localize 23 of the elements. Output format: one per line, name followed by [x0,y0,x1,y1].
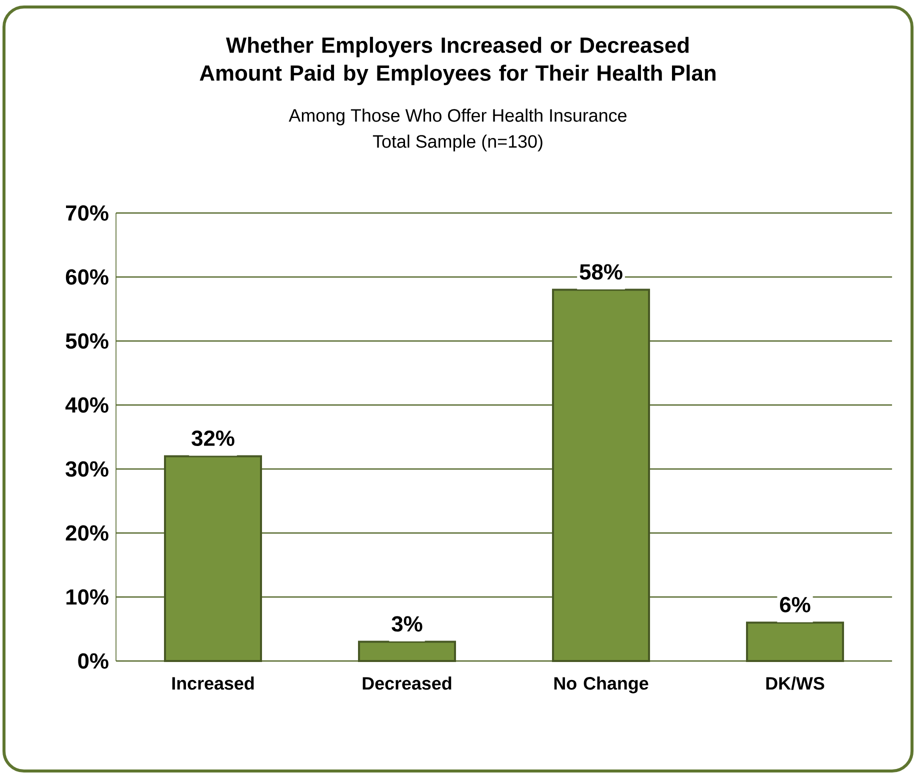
y-tick-label: 30% [66,461,108,477]
y-tick-label: 10% [66,589,108,605]
x-tick-label: DK/WS [766,676,824,690]
chart-subtitle: Among Those Who Offer Health Insurance [288,108,626,126]
x-tick-label: No Change [554,676,648,694]
data-label: 6% [780,596,810,612]
y-tick-label: 0% [78,653,108,669]
data-label: 3% [392,616,422,632]
y-tick-label: 20% [66,525,108,541]
bar [746,622,844,662]
data-label: 32% [192,430,234,446]
data-label: 58% [580,264,622,280]
y-tick-label: 50% [66,333,108,349]
bar [358,640,456,662]
y-tick-label: 60% [66,269,108,285]
bar [164,455,262,662]
chart-title: Whether Employers Increased or Decreased Amount Paid by Employees for Their Health Plan [200,36,716,86]
y-tick-label: 70% [66,205,108,221]
y-tick-label: 40% [65,397,108,413]
bar [552,288,650,662]
x-tick-label: Increased [172,676,254,690]
text: Total Sample (n=130) [372,134,542,152]
x-tick-label: Decreased [362,676,452,690]
